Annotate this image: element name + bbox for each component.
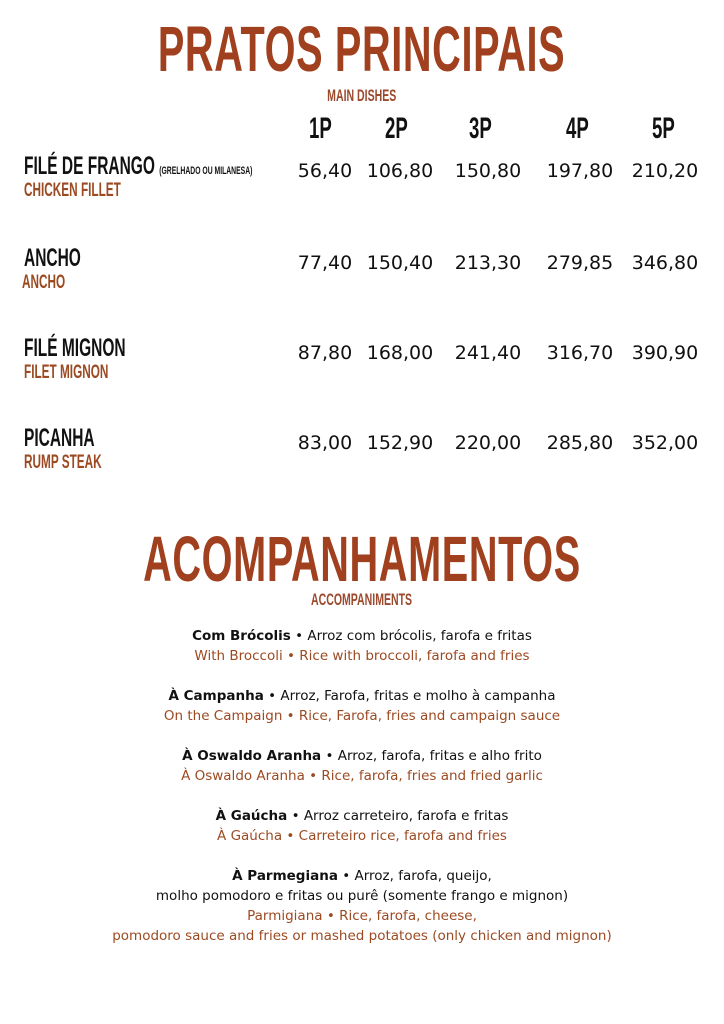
dish-name: PICANHA — [24, 424, 95, 452]
dish-price: 87,80 — [297, 342, 353, 364]
side-item: À Campanha • Arroz, Farofa, fritas e mol… — [0, 686, 724, 726]
dish-price: 279,85 — [546, 252, 614, 274]
side-portuguese: Com Brócolis • Arroz com brócolis, farof… — [192, 628, 532, 644]
side-name: À Gaúcha — [215, 808, 288, 824]
side-name: Com Brócolis — [192, 628, 291, 644]
dish-name: FILÉ MIGNON — [24, 334, 126, 362]
side-portuguese: À Campanha • Arroz, Farofa, fritas e mol… — [168, 688, 556, 704]
dish-english-name: RUMP STEAK — [24, 452, 102, 473]
dish-price: 77,40 — [297, 252, 353, 274]
side-portuguese: À Gaúcha • Arroz carreteiro, farofa e fr… — [215, 808, 509, 824]
side-english: On the Campaign • Rice, Farofa, fries an… — [163, 708, 561, 724]
dish-price: 150,80 — [454, 160, 522, 182]
dish-price: 168,00 — [366, 342, 434, 364]
dish-english-name: CHICKEN FILLET — [24, 180, 121, 201]
dish-name: ANCHO — [24, 244, 81, 272]
column-header: 3P — [468, 112, 492, 145]
dish-price: 56,40 — [297, 160, 353, 182]
side-name: À Parmegiana — [232, 868, 338, 884]
dish-price: 352,00 — [631, 432, 699, 454]
side-name: À Campanha — [168, 688, 264, 704]
dish-price: 241,40 — [454, 342, 522, 364]
side-name: À Oswaldo Aranha — [182, 748, 322, 764]
dish-price: 197,80 — [546, 160, 614, 182]
side-english: With Broccoli • Rice with broccoli, faro… — [194, 648, 530, 664]
column-header: 1P — [308, 112, 332, 145]
dish-price: 316,70 — [546, 342, 614, 364]
dish-name: FILÉ DE FRANGO (GRELHADO OU MILANESA) — [24, 152, 253, 180]
side-item: Com Brócolis • Arroz com brócolis, farof… — [0, 626, 724, 666]
column-header: 2P — [384, 112, 408, 145]
dish-price: 285,80 — [546, 432, 614, 454]
column-header: 4P — [565, 112, 589, 145]
dish-price: 152,90 — [366, 432, 434, 454]
side-item: À Parmegiana • Arroz, farofa, queijo, mol… — [0, 866, 724, 946]
side-english: À Gaúcha • Carreteiro rice, farofa and f… — [217, 828, 507, 844]
dish-english-name: ANCHO — [22, 272, 66, 293]
dish-english-name: FILET MIGNON — [24, 362, 109, 383]
dish-price: 390,90 — [631, 342, 699, 364]
dish-price: 346,80 — [631, 252, 699, 274]
dish-note: (GRELHADO OU MILANESA) — [159, 165, 253, 177]
column-header: 5P — [651, 112, 675, 145]
dish-price: 213,30 — [454, 252, 522, 274]
side-portuguese: À Parmegiana • Arroz, farofa, queijo, — [232, 868, 492, 884]
side-item: À Gaúcha • Arroz carreteiro, farofa e fr… — [0, 806, 724, 846]
dish-price: 150,40 — [366, 252, 434, 274]
sides-title: ACOMPANHAMENTOS — [143, 523, 581, 595]
side-english-cont: pomodoro sauce and fries or mashed potat… — [112, 928, 612, 944]
dish-price: 220,00 — [454, 432, 522, 454]
dish-price: 210,20 — [631, 160, 699, 182]
dish-price: 106,80 — [366, 160, 434, 182]
side-portuguese-cont: molho pomodoro e fritas ou purê (somente… — [155, 888, 569, 904]
main-dishes-subtitle: MAIN DISHES — [327, 86, 397, 105]
side-english: Parmigiana • Rice, farofa, cheese, — [247, 908, 477, 924]
side-portuguese: À Oswaldo Aranha • Arroz, farofa, fritas… — [182, 748, 542, 764]
main-dishes-title: PRATOS PRINCIPAIS — [158, 13, 566, 85]
sides-subtitle: ACCOMPANIMENTS — [311, 590, 413, 609]
dish-price: 83,00 — [297, 432, 353, 454]
side-english: À Oswaldo Aranha • Rice, farofa, fries a… — [181, 768, 543, 784]
side-item: À Oswaldo Aranha • Arroz, farofa, fritas… — [0, 746, 724, 786]
